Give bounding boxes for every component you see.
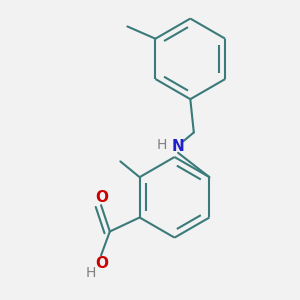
Text: O: O	[95, 190, 108, 205]
Text: O: O	[96, 256, 109, 271]
Text: H: H	[85, 266, 96, 280]
Text: N: N	[172, 139, 184, 154]
Text: H: H	[157, 138, 167, 152]
